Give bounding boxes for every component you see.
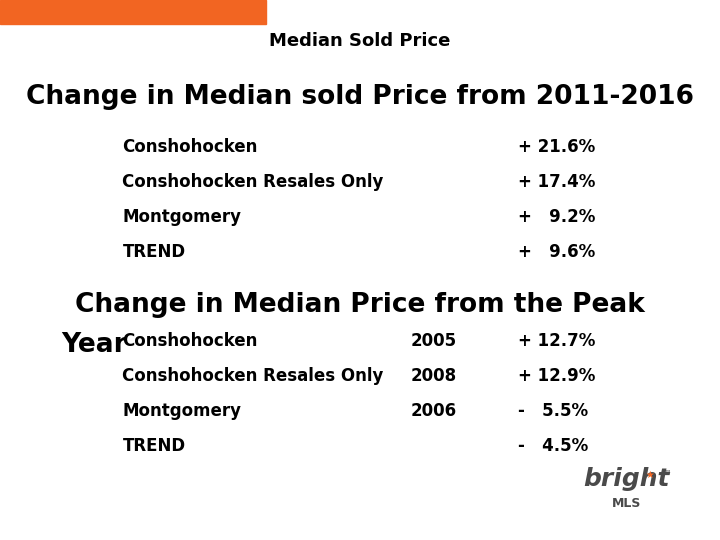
Text: TREND: TREND [122, 437, 186, 455]
Text: Year: Year [61, 332, 127, 358]
Text: + 17.4%: + 17.4% [518, 173, 595, 191]
Text: ™: ™ [661, 468, 671, 478]
Text: + 12.7%: + 12.7% [518, 332, 595, 350]
Text: -   4.5%: - 4.5% [518, 437, 589, 455]
Text: Montgomery: Montgomery [122, 208, 241, 226]
Text: Conshohocken Resales Only: Conshohocken Resales Only [122, 367, 384, 385]
Text: ★: ★ [645, 469, 654, 480]
Text: 2006: 2006 [410, 402, 456, 420]
Text: +   9.2%: + 9.2% [518, 208, 595, 226]
Text: Median Sold Price: Median Sold Price [269, 32, 451, 50]
Text: + 21.6%: + 21.6% [518, 138, 595, 156]
Text: TREND: TREND [122, 243, 186, 261]
Text: Conshohocken: Conshohocken [122, 138, 258, 156]
Text: Change in Median sold Price from 2011-2016: Change in Median sold Price from 2011-20… [26, 84, 694, 110]
Text: 2008: 2008 [410, 367, 456, 385]
Text: Montgomery: Montgomery [122, 402, 241, 420]
Text: bright: bright [583, 468, 670, 491]
Text: MLS: MLS [612, 497, 641, 510]
Text: Conshohocken Resales Only: Conshohocken Resales Only [122, 173, 384, 191]
Text: -   5.5%: - 5.5% [518, 402, 588, 420]
Text: 2005: 2005 [410, 332, 456, 350]
Text: Change in Median Price from the Peak: Change in Median Price from the Peak [75, 292, 645, 318]
Text: +   9.6%: + 9.6% [518, 243, 595, 261]
Text: + 12.9%: + 12.9% [518, 367, 595, 385]
Text: Conshohocken: Conshohocken [122, 332, 258, 350]
